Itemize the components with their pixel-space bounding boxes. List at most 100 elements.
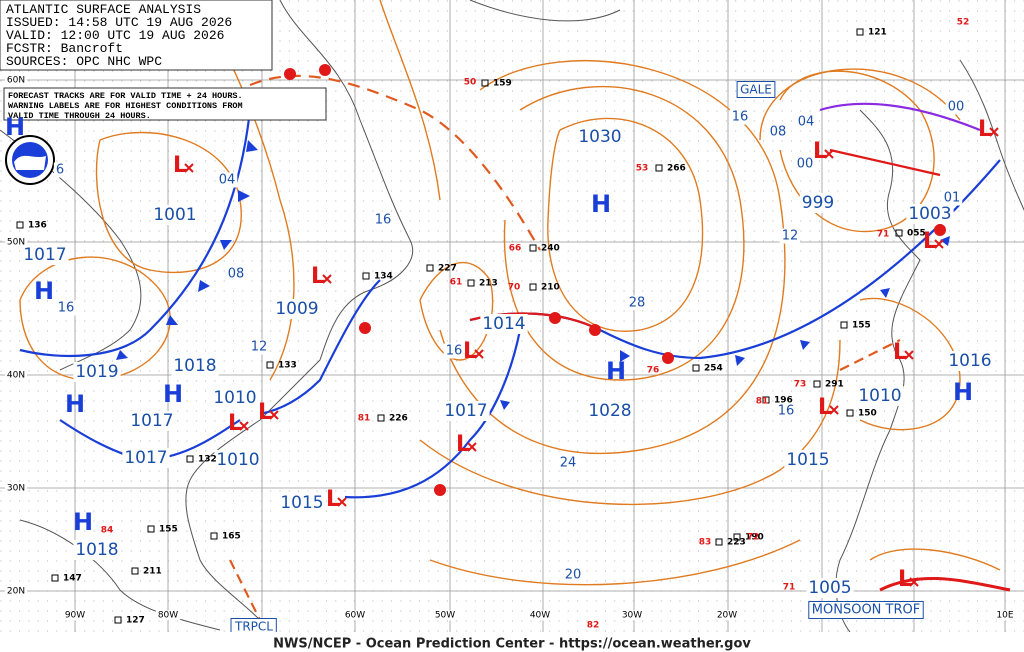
- pressure-label-box: [806, 578, 854, 598]
- note-line: VALID TIME THROUGH 24 HOURS.: [8, 111, 151, 121]
- isobar-label: 04: [219, 173, 236, 188]
- low-x-mark: [322, 274, 332, 284]
- station-pressure: 121: [868, 28, 887, 38]
- station-marker: [529, 283, 537, 291]
- station-marker: [895, 229, 903, 237]
- station-pressure: 266: [667, 164, 686, 174]
- isobar-label: 08: [228, 267, 245, 282]
- pressure-label: 1005: [808, 578, 851, 598]
- isobar-label-box: [216, 172, 238, 188]
- noaa-logo: [5, 135, 55, 185]
- station-pressure: 210: [541, 283, 560, 293]
- station-marker: [692, 364, 700, 372]
- longitude-label: 50W: [435, 611, 455, 621]
- low-x-mark: [909, 577, 919, 587]
- station-pressure: 227: [438, 264, 457, 274]
- isobars: [19, 0, 1001, 586]
- pressure-label: 1015: [280, 493, 323, 513]
- pressure-label: 1014: [482, 314, 525, 334]
- longitude-label: 90W: [65, 611, 85, 621]
- cold-front-teeth: [116, 140, 950, 410]
- warm-front-bumps: [284, 64, 946, 496]
- low-center: L: [978, 117, 992, 142]
- station-marker: [186, 455, 194, 463]
- pressure-label-box: [21, 245, 69, 265]
- station-pressure: 254: [704, 364, 723, 374]
- station-temperature: 50: [464, 78, 477, 88]
- low-center: L: [923, 229, 937, 254]
- latitude-label-box: [4, 75, 28, 86]
- station-pressure: 155: [159, 525, 178, 535]
- pressure-label: 1009: [275, 299, 318, 319]
- low-x-mark: [824, 149, 834, 159]
- high-center: H: [591, 190, 611, 218]
- isobar-label: 16: [446, 344, 463, 359]
- station-temperature: 72: [747, 533, 760, 543]
- pressure-label-box: [122, 448, 170, 468]
- low-x-mark: [934, 239, 944, 249]
- latitude-label: 60N: [7, 76, 25, 86]
- low-center: L: [228, 411, 242, 436]
- longitude-label-box: [619, 610, 645, 621]
- note-line: FORECAST TRACKS ARE FOR VALID TIME + 24 …: [8, 91, 243, 101]
- isobar-label: 16: [778, 404, 795, 419]
- isobar-label: 01: [944, 191, 961, 206]
- longitude-label: 60W: [345, 611, 365, 621]
- station-marker: [846, 409, 854, 417]
- station-marker: [813, 380, 821, 388]
- pressure-label: 1003: [908, 204, 951, 224]
- low-center: L: [258, 400, 272, 425]
- station-temperature: 61: [450, 278, 463, 288]
- low-x-mark: [829, 405, 839, 415]
- isobar-label: 12: [251, 340, 268, 355]
- longitude-label: 40W: [530, 611, 550, 621]
- longitude-label-box: [527, 610, 553, 621]
- low-x-mark: [184, 163, 194, 173]
- station-temperature: 84: [101, 526, 114, 536]
- pressure-label: 1015: [786, 450, 829, 470]
- footer: NWS/NCEP - Ocean Prediction Center - htt…: [273, 637, 751, 652]
- header-line: ISSUED: 14:58 UTC 19 AUG 2026: [6, 15, 232, 30]
- pressure-label-box: [128, 411, 176, 431]
- isobar-label: 08: [770, 125, 787, 140]
- pressure-label-box: [586, 401, 634, 421]
- isobar-label-box: [626, 295, 648, 311]
- station-marker: [856, 28, 864, 36]
- isobar-label-box: [562, 567, 584, 583]
- isobar-label: 16: [732, 110, 749, 125]
- isobar-label: 16: [58, 301, 75, 316]
- pressure-label: 1028: [588, 401, 631, 421]
- header-line: SOURCES: OPC NHC WPC: [6, 54, 162, 69]
- low-center: L: [456, 432, 470, 457]
- footer-band: [0, 632, 1024, 652]
- station-pressure: 165: [222, 532, 241, 542]
- latitude-label: 50N: [7, 238, 25, 248]
- low-center: L: [898, 567, 912, 592]
- low-x-mark: [239, 421, 249, 431]
- station-marker: [51, 574, 59, 582]
- latitude-label-box: [4, 483, 28, 494]
- isobar-label-box: [729, 109, 751, 125]
- low-center: L: [813, 139, 827, 164]
- station-temperature: 81: [756, 397, 769, 407]
- isobar-label-box: [53, 162, 67, 178]
- isobar-label: 04: [798, 115, 815, 130]
- low-x-mark: [337, 497, 347, 507]
- longitude-label-box: [155, 610, 181, 621]
- isobar-label-box: [372, 212, 394, 228]
- low-x-mark: [467, 442, 477, 452]
- note-box: [3, 87, 327, 121]
- isobar-label: 28: [629, 296, 646, 311]
- isobar-label-box: [55, 300, 77, 316]
- station-marker: [733, 533, 741, 541]
- station-marker: [266, 361, 274, 369]
- station-temperature: 81: [358, 414, 371, 424]
- isobar-label: 00: [948, 100, 965, 115]
- low-center: L: [818, 395, 832, 420]
- pressure-label: 1018: [173, 356, 216, 376]
- low-center: L: [326, 487, 340, 512]
- station-temperature: 71: [877, 230, 890, 240]
- warning-label: GALE: [740, 83, 772, 97]
- low-center: L: [311, 264, 325, 289]
